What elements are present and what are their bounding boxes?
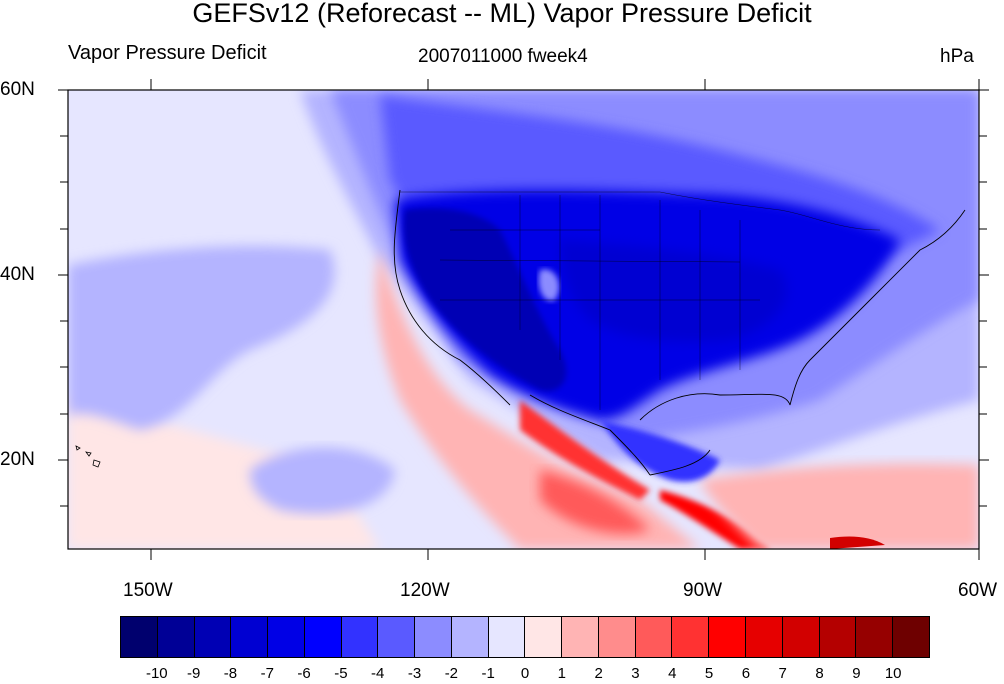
colorbar-label: -10 <box>145 665 168 682</box>
colorbar-box <box>157 617 195 657</box>
colorbar-box <box>782 617 820 657</box>
lon-label-120w: 120W <box>400 580 450 601</box>
colorbar-label: -7 <box>260 665 274 682</box>
colorbar-box <box>893 617 929 657</box>
map-title: GEFSv12 (Reforecast -- ML) Vapor Pressur… <box>192 0 812 28</box>
colorbar-label: -1 <box>481 665 495 682</box>
colorbar-box <box>672 617 710 657</box>
colorbar-label: -2 <box>444 665 459 682</box>
colorbar-box <box>598 617 636 657</box>
colorbar-label: -8 <box>223 665 238 682</box>
colorbar-box <box>231 617 269 657</box>
lat-label-60n: 60N <box>0 79 35 100</box>
date-forecast-label: 2007011000 fweek4 <box>418 46 588 67</box>
colorbar-box <box>121 617 158 657</box>
colorbar-label: -4 <box>371 665 385 682</box>
map-frame <box>67 89 980 550</box>
colorbar-label: 5 <box>704 665 714 682</box>
colorbar-label: 10 <box>884 665 902 682</box>
colorbar-label: -5 <box>334 665 348 682</box>
lon-label-150w: 150W <box>123 580 173 601</box>
colorbar-box <box>194 617 232 657</box>
colorbar-label: 2 <box>594 665 603 682</box>
colorbar-label: 3 <box>631 665 640 682</box>
lat-label-40n: 40N <box>0 264 35 285</box>
colorbar-box <box>415 617 452 657</box>
colorbar-label: 1 <box>557 665 566 682</box>
colorbar-box <box>304 617 342 657</box>
variable-label: Vapor Pressure Deficit <box>68 42 267 64</box>
colorbar-box <box>562 617 599 657</box>
colorbar-label: 9 <box>852 665 861 682</box>
colorbar-box <box>525 617 563 657</box>
lon-label-90w: 90W <box>683 580 723 601</box>
axis-ticks <box>58 79 989 560</box>
colorbar-box <box>709 617 747 657</box>
colorbar-label: -6 <box>297 665 311 682</box>
colorbar-box <box>819 617 857 657</box>
colorbar <box>120 616 930 658</box>
lat-label-20n: 20N <box>0 449 35 470</box>
colorbar-box <box>746 617 783 657</box>
colorbar-label: 8 <box>815 665 824 682</box>
colorbar-label: -3 <box>407 665 422 682</box>
lon-label-60w: 60W <box>958 580 998 601</box>
colorbar-box <box>856 617 894 657</box>
colorbar-box <box>268 617 305 657</box>
colorbar-label: 7 <box>778 665 787 682</box>
colorbar-box <box>635 617 673 657</box>
colorbar-label: 4 <box>668 665 677 682</box>
colorbar-label: 6 <box>741 665 751 682</box>
colorbar-box <box>378 617 416 657</box>
colorbar-box <box>488 617 526 657</box>
units-label: hPa <box>940 46 974 67</box>
colorbar-box <box>341 617 379 657</box>
map-field <box>68 90 979 549</box>
colorbar-label: -9 <box>186 665 201 682</box>
colorbar-box <box>451 617 489 657</box>
colorbar-label: 0 <box>520 665 530 682</box>
